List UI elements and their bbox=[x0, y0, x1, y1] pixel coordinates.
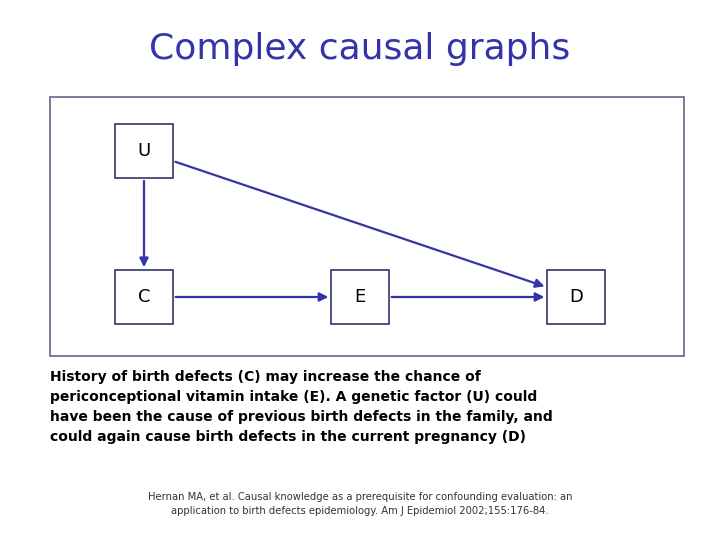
Text: Hernan MA, et al. Causal knowledge as a prerequisite for confounding evaluation:: Hernan MA, et al. Causal knowledge as a … bbox=[148, 492, 572, 516]
Text: D: D bbox=[569, 288, 583, 306]
Text: E: E bbox=[354, 288, 366, 306]
Text: History of birth defects (C) may increase the chance of
periconceptional vitamin: History of birth defects (C) may increas… bbox=[50, 370, 553, 444]
Bar bbox=[50, 97, 684, 356]
FancyArrowPatch shape bbox=[176, 293, 326, 301]
Bar bbox=[115, 124, 173, 178]
FancyArrowPatch shape bbox=[392, 293, 542, 301]
Text: C: C bbox=[138, 288, 150, 306]
Bar bbox=[115, 270, 173, 324]
Text: U: U bbox=[138, 142, 150, 160]
Bar bbox=[547, 270, 605, 324]
FancyArrowPatch shape bbox=[140, 181, 148, 265]
Bar bbox=[331, 270, 389, 324]
FancyArrowPatch shape bbox=[176, 162, 542, 287]
Text: Complex causal graphs: Complex causal graphs bbox=[149, 32, 571, 65]
